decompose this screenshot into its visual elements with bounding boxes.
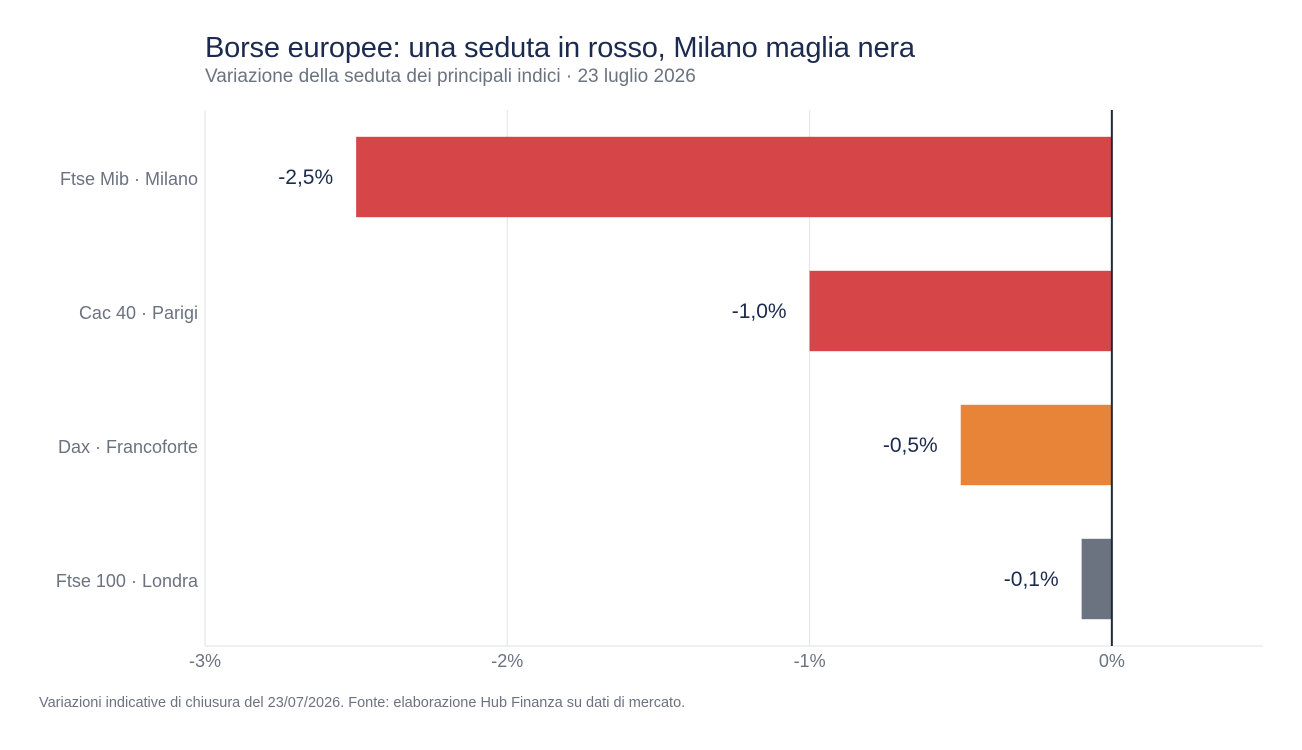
data-label: -0,5% (883, 434, 938, 457)
bar (809, 270, 1112, 352)
data-label: -0,1% (1004, 568, 1059, 591)
chart-subtitle: Variazione della seduta dei principali i… (205, 66, 696, 87)
labels: -2,5% Ftse Mib · Milano -1,0% Cac 40 · Pari… (56, 166, 1125, 671)
bars (356, 136, 1112, 620)
bar (960, 404, 1112, 486)
chart-title: Borse europee: una seduta in rosso, Mila… (205, 32, 915, 64)
data-label: -1,0% (732, 300, 787, 323)
x-tick-label: 0% (1099, 651, 1125, 671)
category-label: Ftse Mib · Milano (60, 169, 198, 189)
bar (1081, 538, 1112, 620)
category-label: Ftse 100 · Londra (56, 571, 199, 591)
category-label: Cac 40 · Parigi (79, 303, 198, 323)
x-tick-label: -1% (794, 651, 826, 671)
footnote: Variazioni indicative di chiusura del 23… (39, 695, 686, 711)
data-label: -2,5% (278, 166, 333, 189)
category-label: Dax · Francoforte (58, 437, 198, 457)
bar (356, 136, 1112, 218)
x-tick-label: -2% (491, 651, 523, 671)
x-tick-label: -3% (189, 651, 221, 671)
